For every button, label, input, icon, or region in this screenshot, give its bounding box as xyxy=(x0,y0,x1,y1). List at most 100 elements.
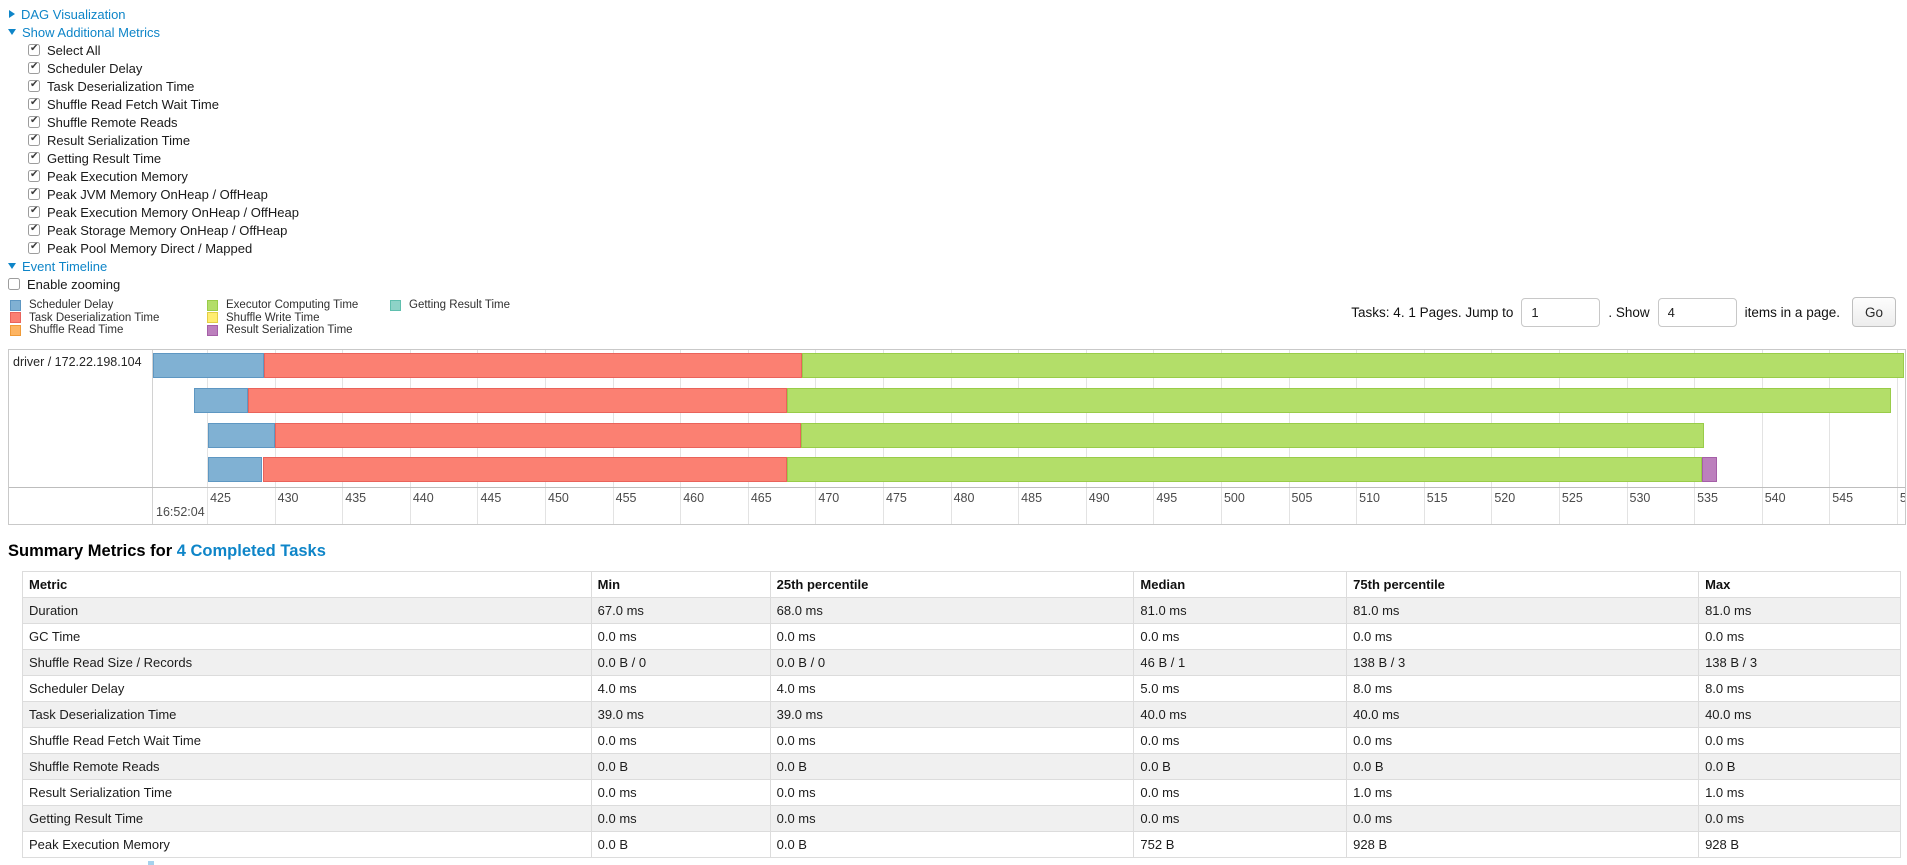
enable-zooming-row[interactable]: Enable zooming xyxy=(8,275,1907,293)
summary-table-row: Task Deserialization Time 39.0 ms 39.0 ms 4… xyxy=(22,701,1901,728)
metric-checkbox[interactable] xyxy=(28,187,40,200)
summary-table-cell: 0.0 ms xyxy=(1133,805,1348,832)
metric-checkbox[interactable] xyxy=(28,241,40,254)
task-bar-executor-computing-segment[interactable] xyxy=(787,388,1892,413)
timeline-tick-label: 440 xyxy=(412,491,434,505)
summary-table-cell: 138 B / 3 xyxy=(1346,649,1700,676)
summary-table-cell: 4.0 ms xyxy=(590,675,771,702)
go-button[interactable]: Go xyxy=(1851,297,1896,327)
summary-table-cell: 0.0 B xyxy=(1133,753,1348,780)
timeline-tick-label: 515 xyxy=(1426,491,1448,505)
metric-checkbox[interactable] xyxy=(28,97,40,110)
summary-table-row: Shuffle Remote Reads 0.0 B 0.0 B 0.0 B 0.0 B… xyxy=(22,753,1901,780)
metric-checkbox-row[interactable]: Peak Pool Memory Direct / Mapped xyxy=(8,239,1907,257)
summary-table-cell: 39.0 ms xyxy=(769,701,1135,728)
task-bar-task-deserialization-segment[interactable] xyxy=(247,388,787,413)
executor-label: driver / 172.22.198.104 xyxy=(13,355,142,369)
metric-checkbox[interactable] xyxy=(28,205,40,218)
dag-visualization-link[interactable]: DAG Visualization xyxy=(21,6,126,22)
summary-table-cell: 1.0 ms xyxy=(1698,779,1901,806)
task-bar-scheduler-delay-segment[interactable] xyxy=(193,388,248,413)
timeline-tick-label: 540 xyxy=(1764,491,1786,505)
metric-checkbox[interactable] xyxy=(28,169,40,182)
metric-checkbox[interactable] xyxy=(28,133,40,146)
metric-checkbox-label: Shuffle Read Fetch Wait Time xyxy=(47,96,219,112)
clipped-next-section-fragment xyxy=(148,861,154,865)
summary-table-row: Getting Result Time 0.0 ms 0.0 ms 0.0 ms 0.0… xyxy=(22,805,1901,832)
task-bar-executor-computing-segment[interactable] xyxy=(801,353,1904,378)
summary-table-cell: 0.0 ms xyxy=(1698,727,1901,754)
event-timeline-link[interactable]: Event Timeline xyxy=(22,258,108,274)
timeline-axis-line xyxy=(9,487,1905,488)
completed-tasks-link[interactable]: 4 Completed Tasks xyxy=(176,542,326,560)
summary-table-cell: 0.0 B / 0 xyxy=(590,649,771,676)
items-in-page-text: items in a page. xyxy=(1744,304,1840,320)
summary-column-header: 75th percentile xyxy=(1346,571,1700,598)
metric-checkbox-row[interactable]: Shuffle Read Fetch Wait Time xyxy=(8,95,1907,113)
metric-checkbox-row[interactable]: Result Serialization Time xyxy=(8,131,1907,149)
summary-table-row: Peak Execution Memory 0.0 B 0.0 B 752 B 928 … xyxy=(22,831,1901,858)
task-bar-executor-computing-segment[interactable] xyxy=(800,423,1704,448)
metric-checkbox[interactable] xyxy=(28,151,40,164)
summary-table-cell: Shuffle Remote Reads xyxy=(22,753,592,780)
task-bar-scheduler-delay-segment[interactable] xyxy=(208,423,275,448)
summary-table-cell: 0.0 ms xyxy=(1133,727,1348,754)
jump-to-page-input[interactable] xyxy=(1521,297,1601,327)
summary-table-cell: 4.0 ms xyxy=(769,675,1135,702)
metric-checkbox[interactable] xyxy=(28,223,40,236)
metric-checkbox-row[interactable]: Getting Result Time xyxy=(8,149,1907,167)
summary-table-cell: 0.0 B xyxy=(769,753,1135,780)
event-timeline-toggle[interactable]: Event Timeline xyxy=(8,257,1907,275)
metric-checkbox-label: Peak Pool Memory Direct / Mapped xyxy=(47,240,253,256)
enable-zooming-checkbox[interactable] xyxy=(8,278,20,290)
summary-table-cell: 0.0 ms xyxy=(769,779,1135,806)
timeline-tick-label: 485 xyxy=(1021,491,1043,505)
summary-table-cell: 0.0 ms xyxy=(1698,805,1901,832)
summary-column-header: 25th percentile xyxy=(769,571,1135,598)
task-bar-task-deserialization-segment[interactable] xyxy=(262,457,788,482)
metric-checkbox-row[interactable]: Peak JVM Memory OnHeap / OffHeap xyxy=(8,185,1907,203)
task-bar-scheduler-delay-segment[interactable] xyxy=(153,353,264,378)
summary-table-cell: 0.0 ms xyxy=(1346,727,1700,754)
timeline-tick-label: 475 xyxy=(886,491,907,505)
show-additional-metrics-toggle[interactable]: Show Additional Metrics xyxy=(8,23,1907,41)
summary-table-cell: 0.0 ms xyxy=(1698,623,1901,650)
task-bar-executor-computing-segment[interactable] xyxy=(787,457,1703,482)
summary-table-cell: 8.0 ms xyxy=(1346,675,1700,702)
summary-title-prefix: Summary Metrics for xyxy=(8,542,173,560)
metric-checkbox[interactable] xyxy=(28,79,40,92)
legend-item: Executor Computing Time xyxy=(207,299,390,311)
show-additional-metrics-link[interactable]: Show Additional Metrics xyxy=(22,24,161,40)
items-per-page-input[interactable] xyxy=(1657,297,1737,327)
summary-metrics-title: Summary Metrics for 4 Completed Tasks xyxy=(8,542,1907,561)
additional-metrics-checkbox-list: Select All Scheduler Delay Task Deserializ… xyxy=(8,41,1907,257)
metric-checkbox-row[interactable]: Select All xyxy=(8,41,1907,59)
task-bar-task-deserialization-segment[interactable] xyxy=(263,353,802,378)
metric-checkbox[interactable] xyxy=(28,43,40,56)
task-bar-result-serialization-segment[interactable] xyxy=(1702,457,1718,482)
dag-visualization-toggle[interactable]: DAG Visualization xyxy=(8,5,1907,23)
metric-checkbox-row[interactable]: Peak Storage Memory OnHeap / OffHeap xyxy=(8,221,1907,239)
metric-checkbox-row[interactable]: Task Deserialization Time xyxy=(8,77,1907,95)
task-bar-scheduler-delay-segment[interactable] xyxy=(208,457,263,482)
metric-checkbox-row[interactable]: Shuffle Remote Reads xyxy=(8,113,1907,131)
timeline-tick-label: 460 xyxy=(683,491,705,505)
summary-table-cell: Task Deserialization Time xyxy=(22,701,592,728)
timeline-tick-label: 495 xyxy=(1156,491,1178,505)
metric-checkbox-row[interactable]: Peak Execution Memory OnHeap / OffHeap xyxy=(8,203,1907,221)
summary-column-header: Min xyxy=(590,571,771,598)
summary-table-cell: Shuffle Read Fetch Wait Time xyxy=(22,727,592,754)
metric-checkbox[interactable] xyxy=(28,61,40,74)
summary-table-cell: 81.0 ms xyxy=(1346,597,1700,624)
task-bar-task-deserialization-segment[interactable] xyxy=(274,423,801,448)
metric-checkbox-row[interactable]: Scheduler Delay xyxy=(8,59,1907,77)
summary-table-cell: 5.0 ms xyxy=(1133,675,1348,702)
metric-checkbox-label: Scheduler Delay xyxy=(47,60,143,76)
metric-checkbox[interactable] xyxy=(28,115,40,128)
timeline-tick-label: 530 xyxy=(1629,491,1651,505)
timeline-legend: Scheduler Delay Task Deserialization Time… xyxy=(10,297,1907,337)
metric-checkbox-row[interactable]: Peak Execution Memory xyxy=(8,167,1907,185)
metric-checkbox-label: Result Serialization Time xyxy=(47,132,191,148)
summary-table-cell: 928 B xyxy=(1698,831,1901,858)
summary-table-cell: Duration xyxy=(22,597,592,624)
